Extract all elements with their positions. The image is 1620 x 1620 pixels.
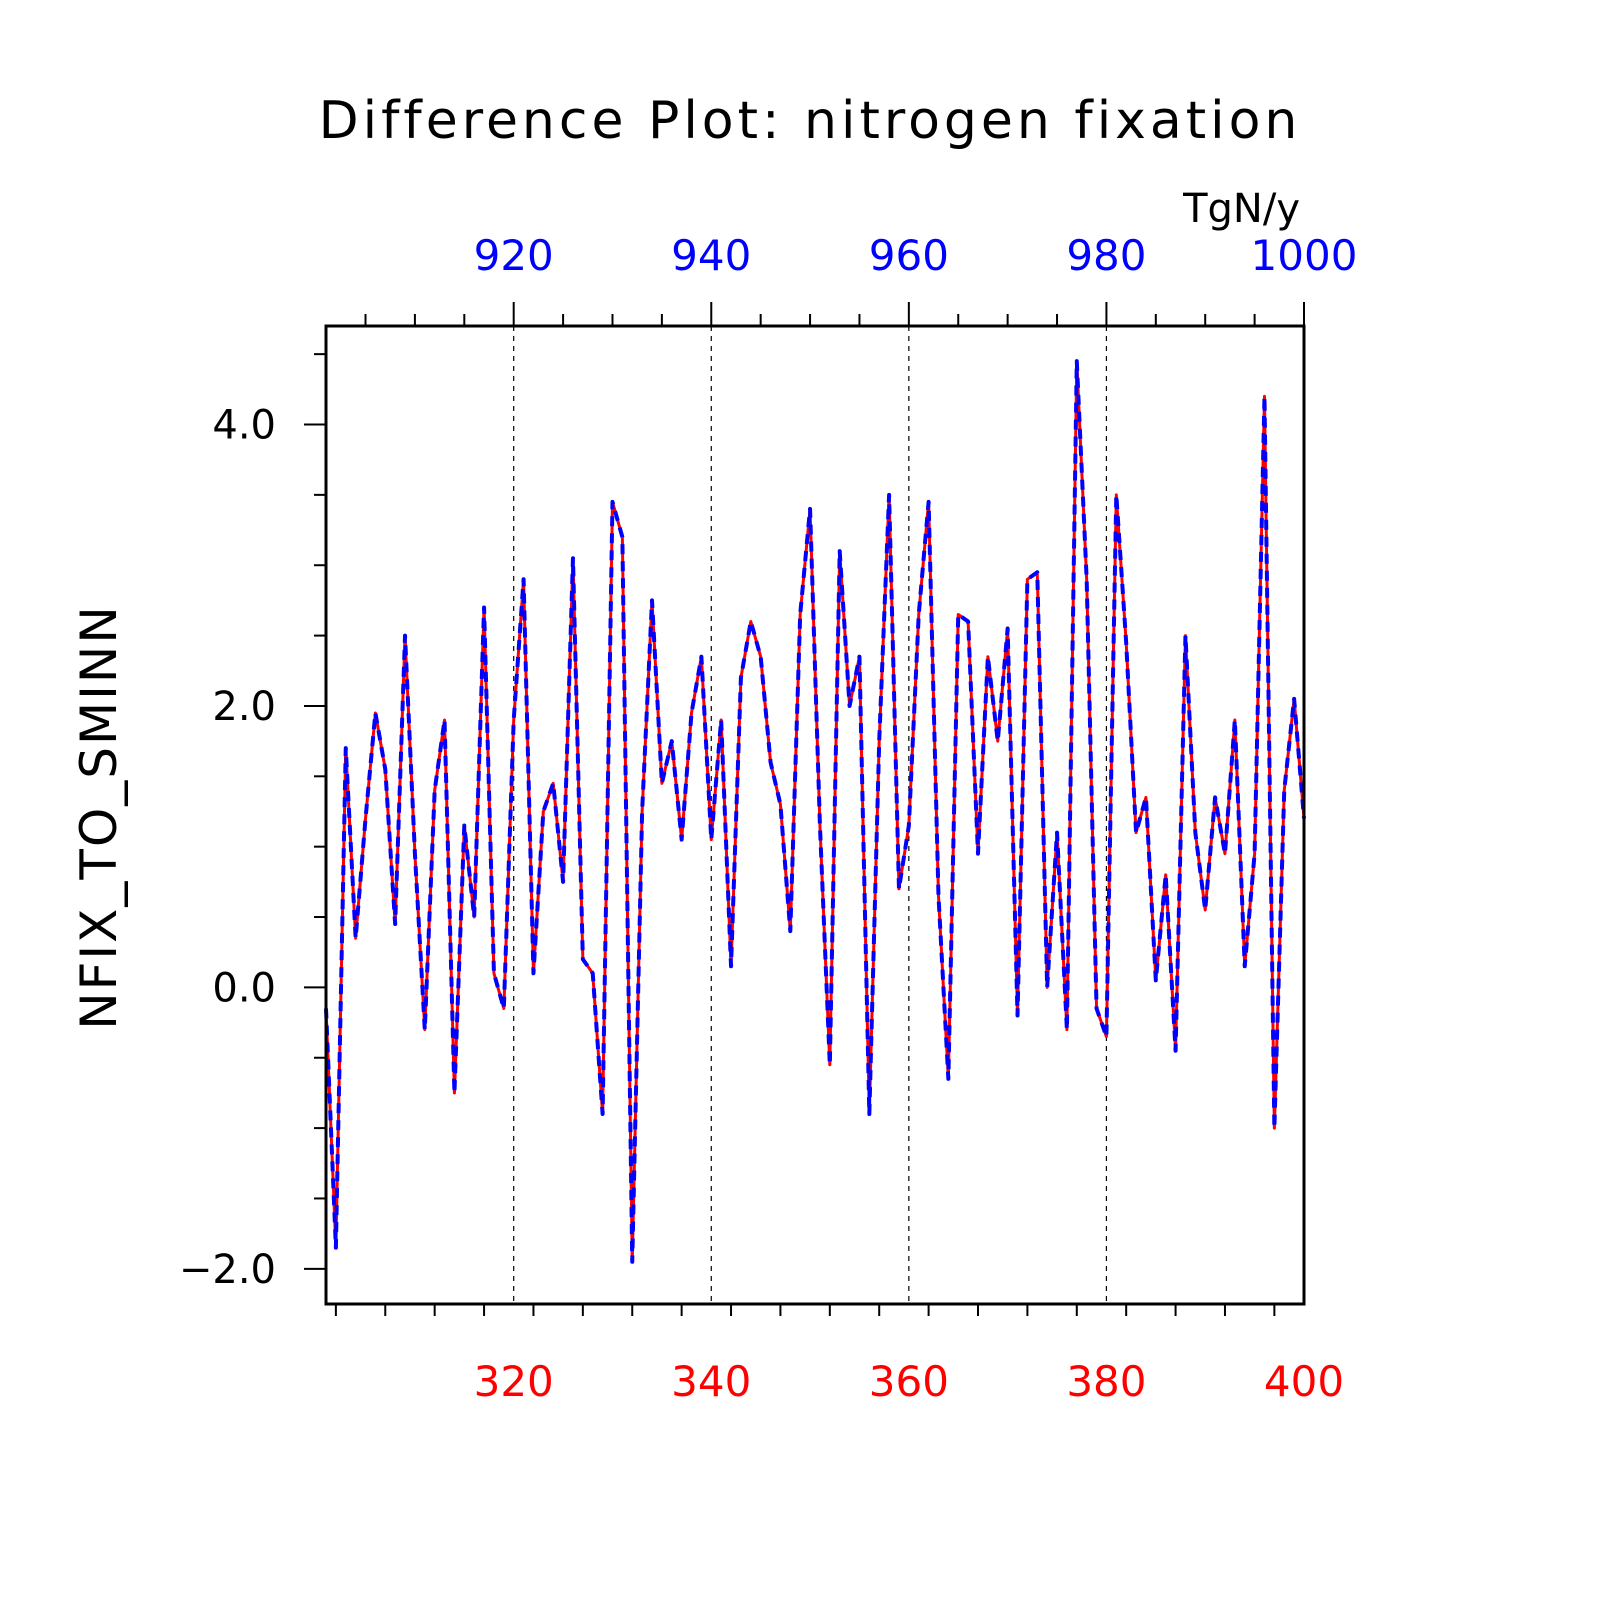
- x-top-tick-label: 1000: [1251, 231, 1358, 280]
- x-top-tick-label: 980: [1066, 231, 1146, 280]
- x-bottom-tick-label: 360: [869, 1357, 949, 1406]
- series-line-top: [324, 359, 1306, 1264]
- plot-frame: [324, 324, 1306, 1306]
- x-bottom-tick-label: 320: [474, 1357, 554, 1406]
- axes: [304, 302, 1306, 1316]
- y-tick-label: −2.0: [179, 1247, 276, 1293]
- x-top-tick-label: 960: [869, 231, 949, 280]
- x-bottom-tick-label: 400: [1264, 1357, 1344, 1406]
- gridlines: [513, 326, 1108, 1304]
- x-top-tick-label: 920: [474, 231, 554, 280]
- y-tick-label: 2.0: [212, 684, 276, 730]
- y-tick-label: 0.0: [212, 965, 276, 1011]
- series-line-bottom: [324, 359, 1306, 1264]
- x-top-tick-label: 940: [671, 231, 751, 280]
- y-axis-label: NFIX_TO_SMINN: [70, 604, 128, 1030]
- series-layer: [324, 359, 1306, 1264]
- x-bottom-tick-label: 340: [671, 1357, 751, 1406]
- y-tick-label: 4.0: [212, 403, 276, 449]
- x-bottom-tick-label: 380: [1066, 1357, 1146, 1406]
- tick-labels: −2.0 0.0 2.0 4.0 320 340 360 380 400 920 940 960 980…: [179, 231, 1358, 1406]
- units-label: TgN/y: [1182, 186, 1300, 232]
- chart-title: Difference Plot: nitrogen fixation: [319, 91, 1302, 151]
